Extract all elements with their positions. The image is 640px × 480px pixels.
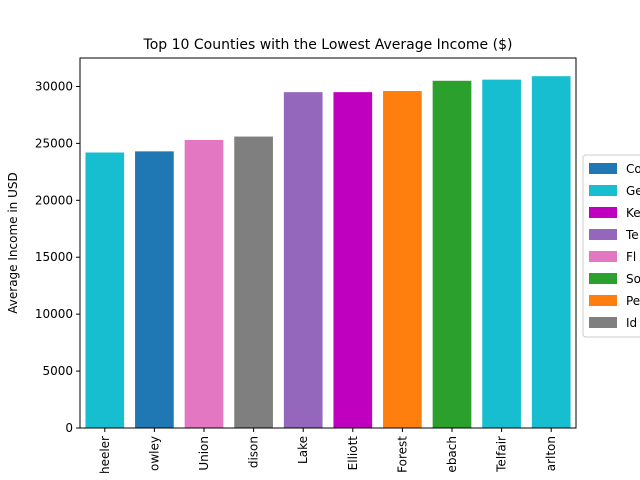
bar-elliott <box>333 92 373 429</box>
bar-ebach <box>432 80 472 429</box>
chart-title: Top 10 Counties with the Lowest Average … <box>143 37 513 53</box>
bar-union <box>184 139 224 428</box>
y-tick-label: 5000 <box>42 364 73 378</box>
bar-owley <box>135 151 174 428</box>
y-tick-label: 20000 <box>35 193 73 207</box>
y-tick-label: 10000 <box>35 307 73 321</box>
x-tick-label: arlton <box>544 436 558 471</box>
legend: Co Ge Ke Te Fl So Pe Id <box>582 154 640 338</box>
x-tick-label: Lake <box>296 436 310 464</box>
y-axis-label: Average Income in USD <box>6 172 20 313</box>
legend-swatch <box>589 251 617 262</box>
legend-label: So <box>626 272 640 286</box>
legend-label: Ke <box>626 206 640 220</box>
x-tick-label: owley <box>147 436 161 471</box>
legend-swatch <box>589 163 617 174</box>
legend-swatch <box>589 273 617 284</box>
legend-box <box>582 154 640 338</box>
bar-forest <box>383 91 422 428</box>
legend-label: Te <box>625 228 639 242</box>
bar-lake <box>283 92 323 429</box>
bar-dison <box>234 136 273 429</box>
y-tick-label: 15000 <box>35 250 73 264</box>
x-tick-label: Telfair <box>495 436 509 473</box>
bar-heeler <box>85 152 125 428</box>
x-tick-label: ebach <box>445 436 459 473</box>
x-tick-label: dison <box>247 436 261 468</box>
bar-arlton <box>531 76 571 428</box>
legend-swatch <box>589 207 617 218</box>
y-tick-label: 0 <box>65 421 73 435</box>
x-tick-label: Elliott <box>346 436 360 471</box>
legend-swatch <box>589 229 617 240</box>
legend-label: Co <box>626 162 640 176</box>
legend-label: Fl <box>626 250 636 264</box>
legend-swatch <box>589 317 617 328</box>
plot-frame <box>79 57 577 429</box>
x-tick-label: heeler <box>98 436 112 474</box>
legend-label: Pe <box>626 294 640 308</box>
legend-label: Ge <box>626 184 640 198</box>
legend-label: Id <box>626 316 637 330</box>
x-tick-label: Forest <box>395 436 409 473</box>
y-tick-label: 25000 <box>35 136 73 150</box>
legend-swatch <box>589 295 617 306</box>
bar-telfair <box>482 79 521 428</box>
legend-swatch <box>589 185 617 196</box>
x-tick-label: Union <box>197 436 211 471</box>
y-tick-label: 30000 <box>35 79 73 93</box>
